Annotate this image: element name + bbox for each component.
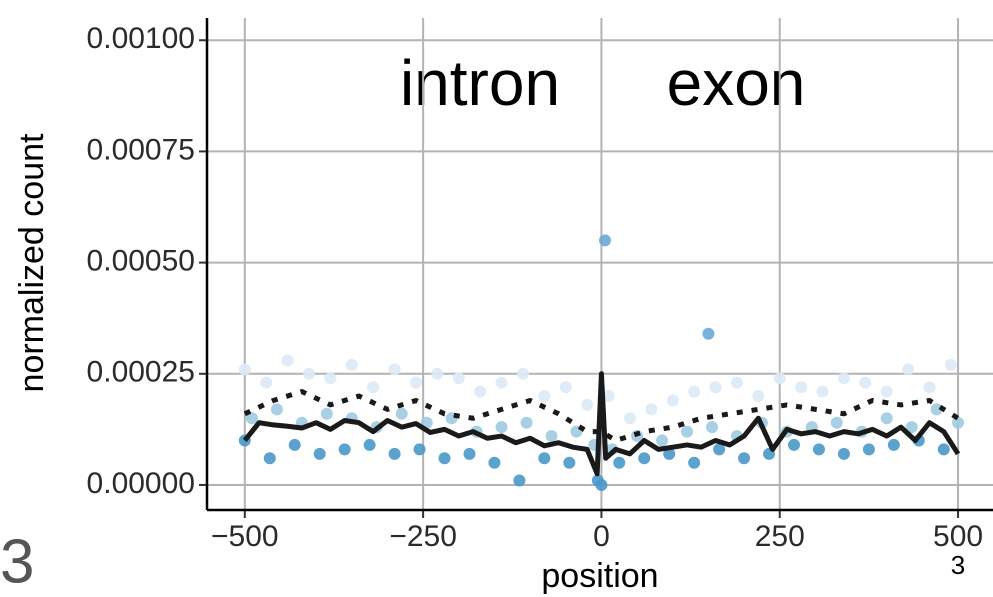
point bbox=[409, 376, 422, 389]
point bbox=[538, 390, 551, 403]
y-tick-label: 0.00100 bbox=[87, 22, 195, 55]
point bbox=[887, 438, 900, 451]
point bbox=[602, 390, 615, 403]
point bbox=[688, 385, 701, 398]
x-tick-label: −500 bbox=[211, 520, 279, 553]
point bbox=[245, 412, 258, 425]
point bbox=[837, 372, 850, 385]
point bbox=[520, 416, 533, 429]
x-tick-label: −250 bbox=[389, 520, 457, 553]
point bbox=[513, 474, 526, 487]
point bbox=[663, 447, 676, 460]
point bbox=[320, 407, 333, 420]
y-tick-label: 0.00050 bbox=[87, 245, 195, 278]
point bbox=[816, 385, 829, 398]
point bbox=[595, 478, 608, 491]
point bbox=[638, 452, 651, 465]
point bbox=[338, 443, 351, 456]
point bbox=[812, 443, 825, 456]
x-axis-title: position bbox=[541, 557, 658, 595]
point bbox=[688, 456, 701, 469]
point bbox=[563, 456, 576, 469]
panel-label: 3 bbox=[0, 527, 34, 596]
point bbox=[713, 443, 726, 456]
point bbox=[937, 443, 950, 456]
point bbox=[880, 385, 893, 398]
point bbox=[788, 438, 801, 451]
point bbox=[581, 398, 594, 411]
point bbox=[474, 385, 487, 398]
point bbox=[930, 403, 943, 416]
point bbox=[495, 376, 508, 389]
point bbox=[705, 421, 718, 434]
point bbox=[495, 421, 508, 434]
point bbox=[681, 425, 694, 438]
point bbox=[645, 403, 658, 416]
point bbox=[463, 447, 476, 460]
point bbox=[656, 434, 669, 447]
point bbox=[773, 372, 786, 385]
point bbox=[613, 456, 626, 469]
point bbox=[666, 394, 679, 407]
point bbox=[702, 327, 715, 340]
point bbox=[488, 456, 501, 469]
point bbox=[598, 234, 611, 247]
point bbox=[795, 381, 808, 394]
point bbox=[260, 376, 273, 389]
point bbox=[288, 438, 301, 451]
x-tick-label: 250 bbox=[755, 520, 805, 553]
point bbox=[862, 443, 875, 456]
point bbox=[281, 354, 294, 367]
point bbox=[238, 363, 251, 376]
point bbox=[738, 452, 751, 465]
point bbox=[545, 430, 558, 443]
x-tick-label: 0 bbox=[593, 520, 610, 553]
point bbox=[752, 390, 765, 403]
point bbox=[516, 367, 529, 380]
point bbox=[830, 416, 843, 429]
point bbox=[363, 438, 376, 451]
annotation: exon bbox=[667, 47, 806, 119]
annotation: intron bbox=[400, 47, 560, 119]
point bbox=[345, 358, 358, 371]
point bbox=[431, 367, 444, 380]
point bbox=[902, 363, 915, 376]
point bbox=[559, 381, 572, 394]
y-tick-label: 0.00000 bbox=[87, 467, 195, 500]
point bbox=[709, 381, 722, 394]
page-number: 3 bbox=[951, 550, 965, 580]
point bbox=[367, 381, 380, 394]
point bbox=[388, 447, 401, 460]
point bbox=[944, 358, 957, 371]
point bbox=[324, 372, 337, 385]
point bbox=[623, 412, 636, 425]
point bbox=[452, 372, 465, 385]
point bbox=[923, 381, 936, 394]
point bbox=[905, 421, 918, 434]
point bbox=[270, 403, 283, 416]
x-tick-label: 500 bbox=[933, 520, 983, 553]
y-tick-label: 0.00075 bbox=[87, 133, 195, 166]
point bbox=[880, 412, 893, 425]
point bbox=[730, 376, 743, 389]
point bbox=[538, 452, 551, 465]
point bbox=[413, 443, 426, 456]
y-axis-title: normalized count bbox=[13, 133, 51, 392]
point bbox=[952, 416, 965, 429]
point bbox=[302, 367, 315, 380]
point bbox=[313, 447, 326, 460]
point bbox=[837, 447, 850, 460]
point bbox=[263, 452, 276, 465]
y-tick-label: 0.00025 bbox=[87, 356, 195, 389]
point bbox=[438, 452, 451, 465]
point bbox=[388, 363, 401, 376]
line bbox=[242, 371, 961, 477]
point bbox=[859, 376, 872, 389]
point bbox=[395, 407, 408, 420]
